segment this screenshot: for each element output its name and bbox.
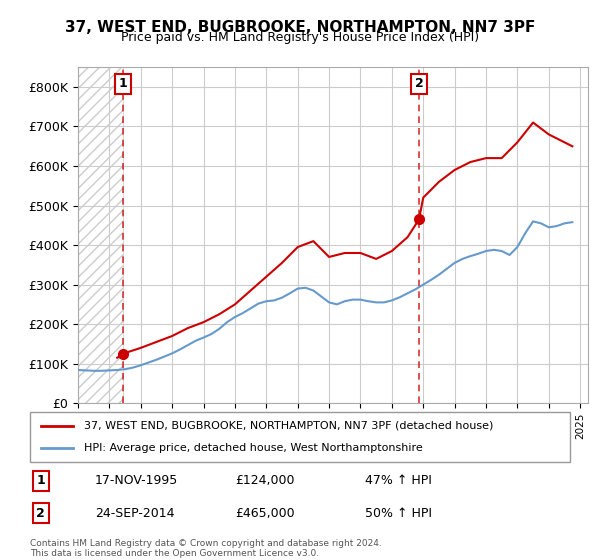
Bar — [78, 67, 123, 403]
Text: HPI: Average price, detached house, West Northamptonshire: HPI: Average price, detached house, West… — [84, 443, 423, 453]
Text: £465,000: £465,000 — [235, 507, 295, 520]
Text: £124,000: £124,000 — [235, 474, 295, 487]
Text: 50% ↑ HPI: 50% ↑ HPI — [365, 507, 432, 520]
FancyBboxPatch shape — [30, 412, 570, 462]
Text: Contains HM Land Registry data © Crown copyright and database right 2024.
This d: Contains HM Land Registry data © Crown c… — [30, 539, 382, 558]
Text: 2: 2 — [37, 507, 45, 520]
Text: 47% ↑ HPI: 47% ↑ HPI — [365, 474, 431, 487]
Text: 17-NOV-1995: 17-NOV-1995 — [95, 474, 178, 487]
Text: 2: 2 — [415, 77, 424, 90]
Bar — [78, 67, 123, 403]
Text: 1: 1 — [119, 77, 128, 90]
Text: 1: 1 — [37, 474, 45, 487]
Text: 37, WEST END, BUGBROOKE, NORTHAMPTON, NN7 3PF (detached house): 37, WEST END, BUGBROOKE, NORTHAMPTON, NN… — [84, 421, 493, 431]
Text: Price paid vs. HM Land Registry's House Price Index (HPI): Price paid vs. HM Land Registry's House … — [121, 31, 479, 44]
Text: 24-SEP-2014: 24-SEP-2014 — [95, 507, 175, 520]
Text: 37, WEST END, BUGBROOKE, NORTHAMPTON, NN7 3PF: 37, WEST END, BUGBROOKE, NORTHAMPTON, NN… — [65, 20, 535, 35]
